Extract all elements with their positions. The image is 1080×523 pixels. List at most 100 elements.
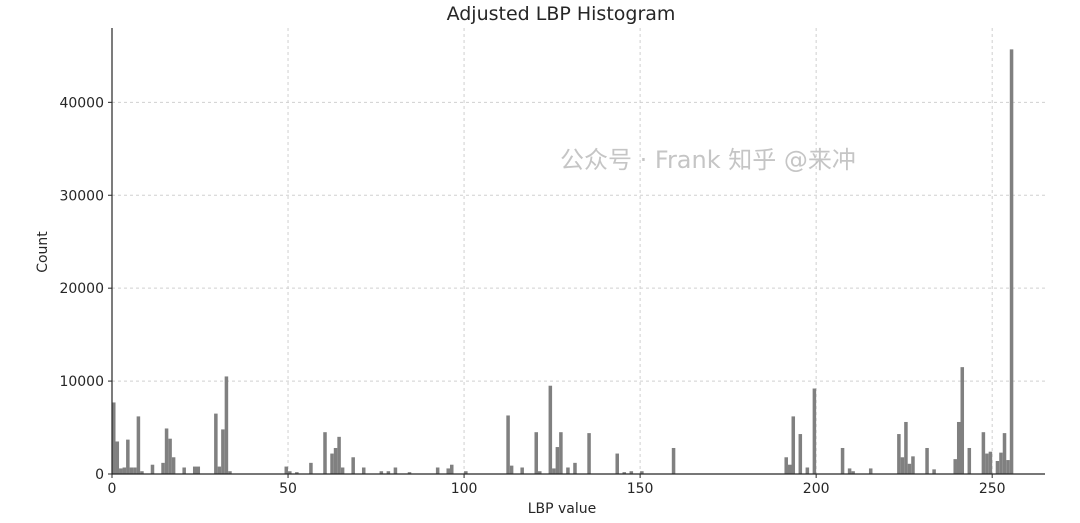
watermark: 公众号 · Frank 知乎 @来冲 — [560, 146, 856, 174]
x-tick-label: 250 — [979, 481, 1006, 497]
histogram-bar — [897, 434, 901, 474]
histogram-bar — [520, 467, 524, 474]
histogram-bar — [981, 432, 986, 474]
chart-title: Adjusted LBP Histogram — [447, 3, 676, 25]
x-tick-label: 50 — [279, 481, 297, 497]
histogram-bar — [309, 462, 313, 474]
histogram-bar — [379, 471, 384, 474]
histogram-bar — [228, 471, 232, 474]
histogram-bar — [798, 434, 803, 474]
y-tick-label: 30000 — [59, 188, 104, 204]
y-tick-label: 40000 — [59, 95, 104, 111]
histogram-bar — [214, 413, 218, 474]
histogram-bar — [351, 457, 355, 474]
histogram-bar — [552, 468, 556, 474]
histogram-bar — [791, 416, 796, 474]
histogram-bar — [446, 468, 450, 474]
histogram-bar — [985, 453, 989, 474]
histogram-bar — [323, 432, 327, 474]
histogram-bar — [126, 439, 130, 474]
histogram-bar — [449, 464, 454, 474]
histogram-bar — [988, 451, 993, 474]
x-tick-label: 100 — [451, 481, 478, 497]
histogram-bar — [224, 376, 229, 474]
histogram-bar — [640, 471, 644, 474]
x-axis-label: LBP value — [528, 501, 597, 517]
grid — [111, 28, 1045, 475]
histogram-bar — [340, 467, 345, 474]
histogram-bar — [361, 467, 366, 474]
histogram-bar — [868, 468, 873, 474]
histogram-bar — [559, 432, 563, 474]
y-tick-label: 20000 — [59, 281, 104, 297]
histogram-bar — [629, 471, 634, 474]
histogram-bar — [161, 462, 165, 474]
histogram-bar — [122, 467, 127, 474]
histogram-bar — [192, 466, 197, 474]
histogram-bar — [932, 469, 936, 474]
histogram-bar — [288, 471, 292, 474]
histogram-bar — [196, 466, 201, 474]
histogram-bar — [112, 402, 116, 474]
y-tick-label: 0 — [95, 467, 104, 483]
histogram-bar — [953, 459, 957, 474]
histogram-bar — [566, 467, 570, 474]
histogram-bar — [805, 467, 810, 474]
histogram-bar — [555, 447, 560, 474]
y-axis-label: Count — [35, 231, 51, 273]
histogram-bar — [995, 460, 1000, 474]
histogram-bar — [911, 456, 915, 474]
histogram-bar — [115, 441, 120, 474]
histogram-bar — [464, 471, 468, 474]
axes: 0 50 100 150 200 250 0 10000 20000 30000 40000 — [59, 28, 1045, 497]
histogram-bar — [133, 467, 137, 474]
histogram-bar — [548, 385, 553, 474]
histogram-bar — [509, 465, 514, 474]
histogram-bar — [435, 467, 440, 474]
histogram-bar — [534, 432, 539, 474]
histogram-bar — [136, 416, 141, 474]
histogram-bar — [840, 447, 845, 474]
histogram-bar — [847, 468, 852, 474]
histogram-bar — [1006, 460, 1010, 474]
histogram-bar — [129, 467, 134, 474]
y-tick-label: 10000 — [59, 374, 104, 390]
histogram-bar — [960, 367, 965, 474]
histogram-bar — [182, 467, 186, 474]
histogram-bar — [386, 471, 391, 474]
histogram-bar — [140, 471, 144, 474]
histogram-bar — [164, 428, 169, 474]
histogram-bar — [1009, 49, 1014, 474]
histogram-bar — [171, 457, 176, 474]
histogram-bar — [967, 447, 972, 474]
histogram-bar — [925, 447, 929, 474]
histogram-bar — [393, 467, 398, 474]
histogram-bar — [622, 472, 627, 474]
histogram-bar — [330, 453, 334, 474]
histogram-bar — [337, 436, 341, 474]
histogram-bar — [787, 464, 792, 474]
histogram-bar — [851, 471, 855, 474]
histogram-bar — [615, 453, 619, 474]
x-tick-label: 200 — [803, 481, 830, 497]
histogram-bar — [587, 433, 591, 474]
histogram-bar — [150, 464, 155, 474]
x-tick-label: 0 — [108, 481, 117, 497]
histogram-bar — [956, 421, 961, 474]
histogram-bar — [295, 472, 299, 474]
histogram-bar — [538, 471, 542, 474]
histogram-bar — [168, 438, 172, 474]
histogram-bar — [407, 472, 412, 474]
x-tick-label: 150 — [627, 481, 654, 497]
histogram-bar — [900, 457, 905, 474]
histogram-bar — [284, 466, 289, 474]
histogram-bar — [1002, 433, 1007, 474]
histogram-bar — [119, 468, 123, 474]
histogram-bar — [333, 447, 338, 474]
histogram-bar — [221, 429, 225, 474]
histogram-bar — [217, 466, 222, 474]
histogram-bar — [506, 415, 510, 474]
histogram-bar — [812, 388, 817, 474]
histogram-bar — [904, 421, 908, 474]
